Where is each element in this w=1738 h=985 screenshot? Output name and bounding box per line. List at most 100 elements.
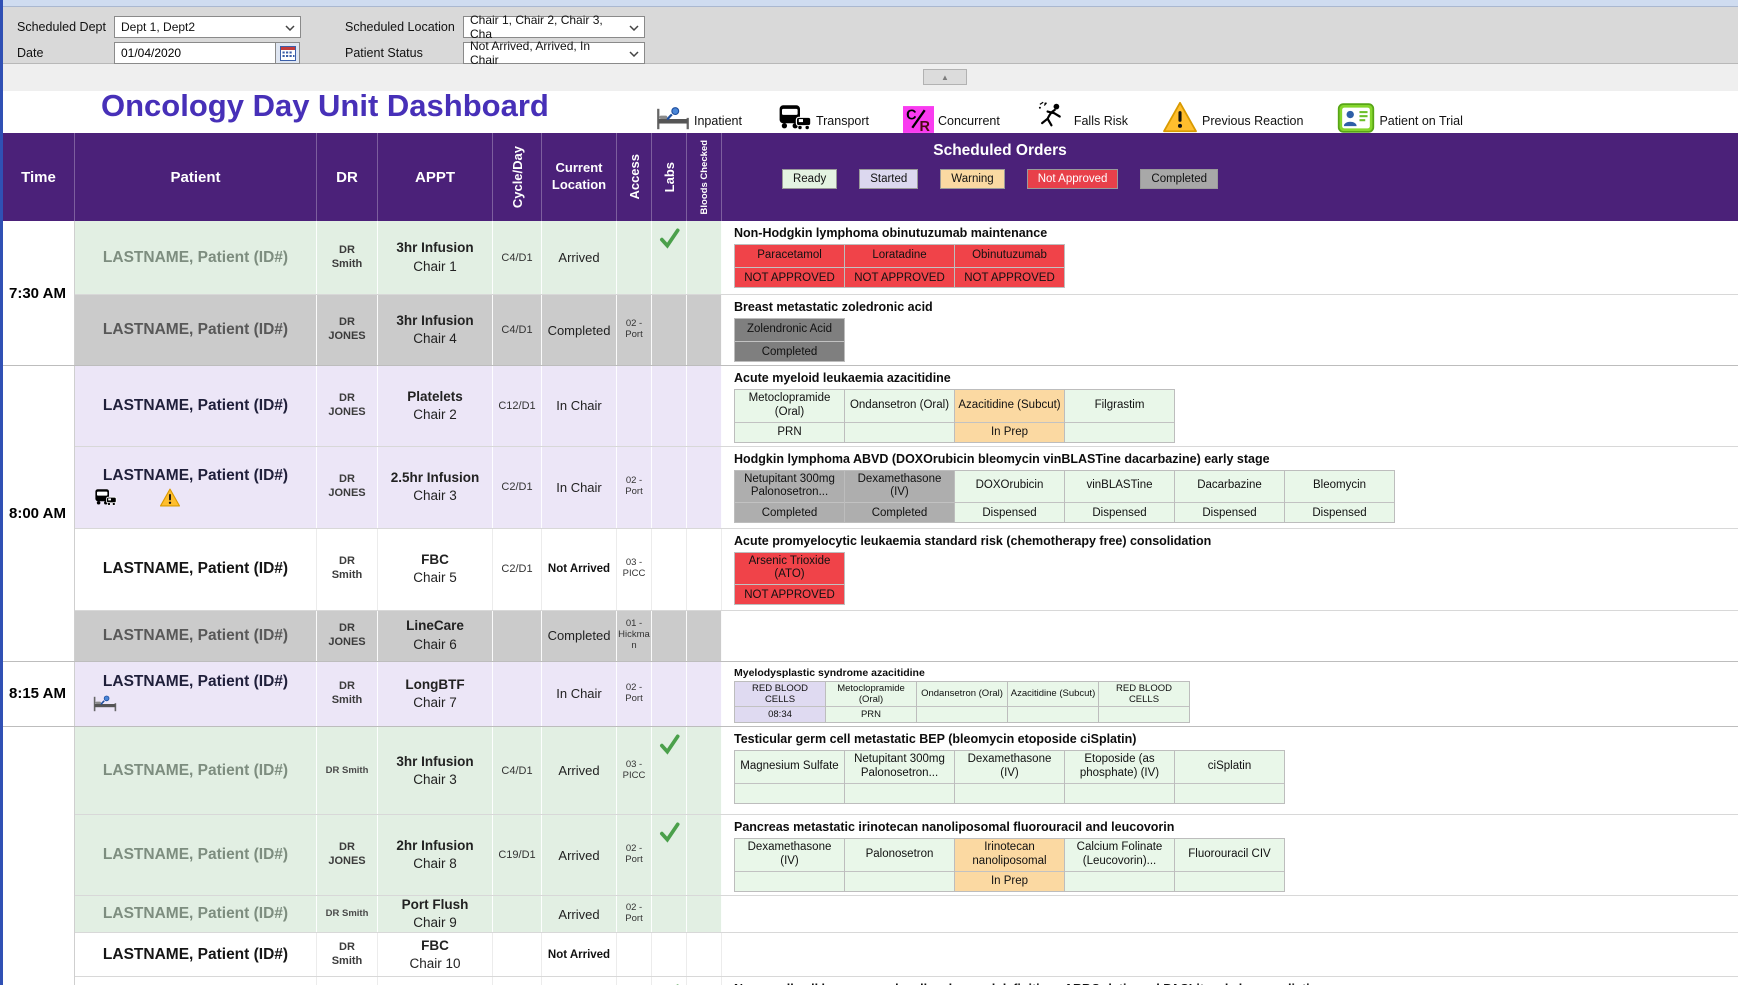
med-order[interactable]: Calcium Folinate (Leucovorin)... xyxy=(1064,838,1175,892)
column-header-dr: DR xyxy=(317,133,378,221)
check-icon xyxy=(657,732,682,756)
med-status: NOT APPROVED xyxy=(735,268,844,287)
med-order[interactable]: RED BLOOD CELLS 08:34 xyxy=(734,680,826,724)
appt-chair: Chair 1 xyxy=(413,258,457,274)
bloods-checked-cell xyxy=(687,446,722,528)
patient-cell: LASTNAME, Patient (ID#) xyxy=(75,727,317,815)
dr-cell: DR JONES xyxy=(317,366,378,446)
current-location-cell: Completed xyxy=(542,610,617,661)
med-order[interactable]: Filgrastim xyxy=(1064,389,1175,443)
med-name: Etoposide (as phosphate) (IV) xyxy=(1065,751,1174,784)
scheduled-orders-cell: Hodgkin lymphoma ABVD (DOXOrubicin bleom… xyxy=(722,446,1738,528)
labs-cell xyxy=(652,895,687,933)
med-name: RED BLOOD CELLS xyxy=(1099,681,1189,708)
cycle-day-cell: C2/D1 xyxy=(493,977,542,985)
legend: Inpatient Transport C R Concurrent Falls Risk… xyxy=(656,93,1463,135)
calendar-button[interactable] xyxy=(276,42,300,64)
patient-row[interactable]: LASTNAME, Patient (ID#) DR JONES 2hr Infus… xyxy=(75,815,1738,896)
med-order[interactable]: Ondansetron (Oral) xyxy=(916,680,1008,724)
appt-cell: 2hr Infusion Chair 8 xyxy=(378,815,493,895)
med-order[interactable]: vinBLASTine Dispensed xyxy=(1064,469,1175,524)
bed-icon xyxy=(656,105,690,133)
med-order[interactable]: Azacitidine (Subcut) In Prep xyxy=(954,389,1065,443)
appt-type: 2.5hr Infusion xyxy=(390,469,480,485)
patient-status-value: Not Arrived, Arrived, In Chair xyxy=(470,39,591,67)
med-order[interactable]: Bleomycin Dispensed xyxy=(1284,469,1395,524)
med-order[interactable]: ciSplatin xyxy=(1174,750,1285,804)
med-order[interactable]: Dacarbazine Dispensed xyxy=(1174,469,1285,524)
med-order[interactable]: Obinutuzumab NOT APPROVED xyxy=(954,244,1065,288)
appt-cell: Platelets Chair 2 xyxy=(378,366,493,446)
labs-cell xyxy=(652,661,687,727)
med-order[interactable]: Etoposide (as phosphate) (IV) xyxy=(1064,750,1175,804)
current-location-cell: In Chair xyxy=(542,366,617,446)
appt-cell: 3hr Infusion xyxy=(378,977,493,985)
med-order[interactable]: Arsenic Trioxide (ATO) NOT APPROVED xyxy=(734,551,845,606)
patient-row[interactable]: LASTNAME, Patient (ID#) DR Smith 3hr Infus… xyxy=(75,727,1738,816)
med-order[interactable]: Irinotecan nanoliposomal In Prep xyxy=(954,838,1065,892)
patient-row[interactable]: LASTNAME, Patient (ID#) DR Smith 3hr Infus… xyxy=(75,221,1738,295)
scroll-up-button[interactable]: ▲ xyxy=(923,69,967,85)
column-header-labs: Labs xyxy=(652,133,687,221)
date-input[interactable]: 01/04/2020 xyxy=(114,42,276,64)
scheduled-dept-select[interactable]: Dept 1, Dept2 xyxy=(114,16,301,38)
med-order[interactable]: DOXOrubicin Dispensed xyxy=(954,469,1065,524)
dr-cell: DR Smith xyxy=(317,895,378,933)
med-order[interactable]: Loratadine NOT APPROVED xyxy=(844,244,955,288)
patient-row[interactable]: LASTNAME, Patient (ID#) DR JONES 3hr Infus… xyxy=(75,295,1738,365)
column-header-appt: APPT xyxy=(378,133,493,221)
med-name: Dexamethasone (IV) xyxy=(735,839,844,872)
med-status xyxy=(1065,422,1174,442)
appt-chair: Chair 3 xyxy=(413,771,457,787)
calendar-icon xyxy=(279,45,296,61)
med-list: Metoclopramide (Oral) PRN Ondansetron (Ora… xyxy=(734,389,1738,443)
med-order[interactable]: Zolendronic Acid Completed xyxy=(734,318,845,362)
med-name: Ondansetron (Oral) xyxy=(845,390,954,423)
med-order[interactable]: Dexamethasone (IV) xyxy=(734,838,845,892)
cycle-day-cell xyxy=(493,661,542,727)
time-label: 8:00 AM xyxy=(3,366,75,661)
patient-row[interactable]: LASTNAME, Patient (ID#) DR Smith LongBTF Ch… xyxy=(75,661,1738,727)
med-order[interactable]: Azacitidine (Subcut) xyxy=(1007,680,1099,724)
med-status xyxy=(1175,871,1284,891)
med-order[interactable]: Netupitant 300mg Palonosetron... Complete… xyxy=(734,469,845,524)
med-order[interactable]: Ondansetron (Oral) xyxy=(844,389,955,443)
appt-cell: LongBTF Chair 7 xyxy=(378,661,493,727)
labs-cell xyxy=(652,366,687,446)
cycle-day-cell: C2/D1 xyxy=(493,528,542,610)
patient-status-label: Patient Status xyxy=(345,46,423,60)
med-order[interactable]: Dexamethasone (IV) xyxy=(954,750,1065,804)
med-order[interactable]: Metoclopramide (Oral) PRN xyxy=(825,680,917,724)
patient-row[interactable]: LASTNAME, Patient (ID#) DR Smith FBC Chair … xyxy=(75,933,1738,978)
med-order[interactable]: Fluorouracil CIV xyxy=(1174,838,1285,892)
patient-status-select[interactable]: Not Arrived, Arrived, In Chair xyxy=(463,39,645,67)
regimen-title: Hodgkin lymphoma ABVD (DOXOrubicin bleom… xyxy=(734,451,1270,466)
patient-row[interactable]: LASTNAME, Patient (ID#) DR JONES 2.5hr Inf… xyxy=(75,446,1738,529)
patient-cell: LASTNAME, Patient (ID#) xyxy=(75,221,317,294)
scheduled-orders-cell xyxy=(722,895,1738,933)
patient-row[interactable]: LASTNAME, Patient (ID#) DR JONES LineCare C… xyxy=(75,610,1738,661)
scheduled-location-select[interactable]: Chair 1, Chair 2, Chair 3, Cha xyxy=(463,13,645,41)
med-list: RED BLOOD CELLS 08:34 Metoclopramide (Oral… xyxy=(734,680,1738,724)
med-order[interactable]: Paracetamol NOT APPROVED xyxy=(734,244,845,288)
dr-cell: DR Smith xyxy=(317,221,378,294)
patient-row[interactable]: LASTNAME, Patient (ID#) DR JONES Platelets… xyxy=(75,366,1738,447)
cycle-day-cell xyxy=(493,933,542,977)
med-order[interactable]: RED BLOOD CELLS xyxy=(1098,680,1190,724)
current-location-cell: Arrived xyxy=(542,895,617,933)
patient-row[interactable]: LASTNAME, Patient (ID#) DR Smith FBC Chair … xyxy=(75,528,1738,611)
med-name: Calcium Folinate (Leucovorin)... xyxy=(1065,839,1174,872)
med-status: PRN xyxy=(826,707,916,723)
med-order[interactable]: Magnesium Sulfate xyxy=(734,750,845,804)
med-order[interactable]: Palonosetron xyxy=(844,838,955,892)
current-location-cell: Arrived xyxy=(542,815,617,895)
med-order[interactable]: Netupitant 300mg Palonosetron... xyxy=(844,750,955,804)
patient-row[interactable]: LASTNAME, Patient (ID#) DR Smith Port Flus… xyxy=(75,895,1738,934)
med-order[interactable]: Dexamethasone (IV) Completed xyxy=(844,469,955,524)
med-list: Dexamethasone (IV) Palonosetron Irinotecan… xyxy=(734,838,1738,892)
date-value: 01/04/2020 xyxy=(121,46,182,60)
dr-cell: DR Smith xyxy=(317,977,378,985)
med-status: Dispensed xyxy=(1175,503,1284,523)
med-order[interactable]: Metoclopramide (Oral) PRN xyxy=(734,389,845,443)
